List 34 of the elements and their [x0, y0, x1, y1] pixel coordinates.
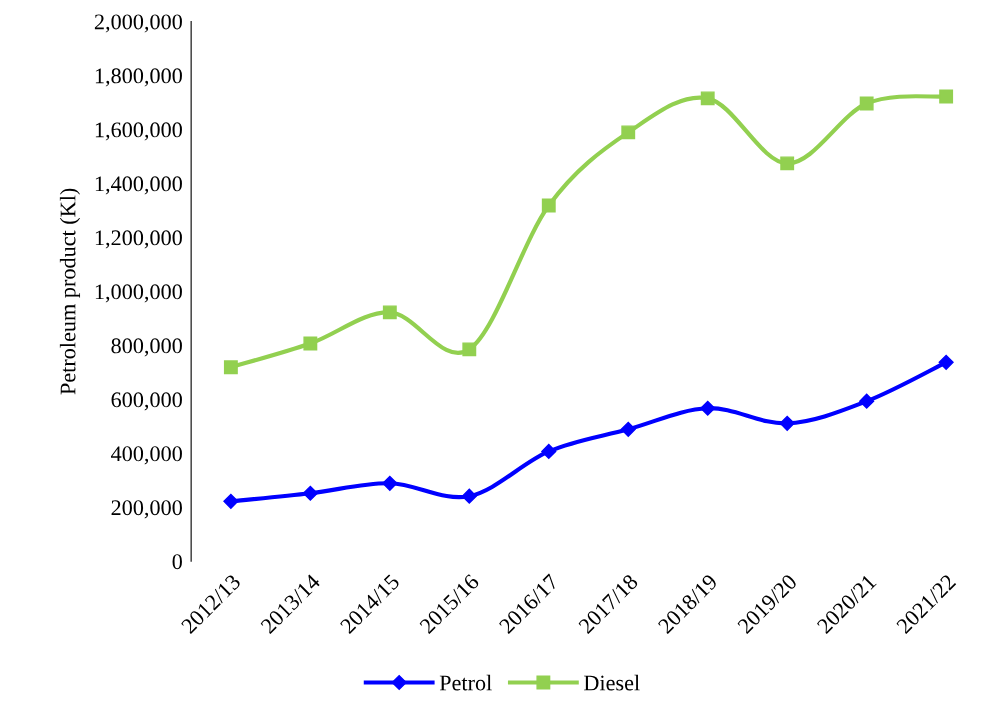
y-tick-label: 400,000	[111, 446, 182, 465]
y-tick-label: 800,000	[111, 338, 182, 357]
point	[303, 336, 318, 351]
point	[462, 342, 477, 357]
point	[541, 443, 557, 459]
point	[859, 393, 875, 409]
legend-label: Petrol	[439, 674, 492, 691]
y-tick-label: 1,600,000	[95, 122, 182, 141]
y-tick-label: 0	[172, 554, 182, 570]
y-tick-label: 1,800,000	[95, 68, 182, 87]
point	[938, 354, 954, 370]
point	[461, 488, 477, 504]
y-tick-label: 1,400,000	[95, 176, 182, 195]
point	[700, 91, 715, 106]
point	[223, 360, 238, 375]
point	[302, 485, 318, 501]
y-tick-label: 1,200,000	[95, 230, 182, 249]
y-tick-label: 1,000,000	[95, 284, 182, 303]
legend-label: Diesel	[584, 674, 640, 691]
y-tick-label: 200,000	[111, 500, 182, 519]
point	[939, 89, 954, 104]
point	[780, 156, 795, 171]
point	[382, 475, 398, 491]
point	[779, 415, 795, 431]
point	[700, 400, 716, 416]
point	[621, 125, 636, 140]
point	[223, 493, 239, 509]
point	[620, 421, 636, 437]
point	[859, 96, 874, 111]
y-tick-label: 600,000	[111, 392, 182, 411]
point	[541, 198, 556, 213]
y-tick-label: 2,000,000	[94, 14, 182, 33]
y-axis-title: Petroleum product (Kl)	[59, 188, 81, 395]
point	[382, 305, 397, 320]
